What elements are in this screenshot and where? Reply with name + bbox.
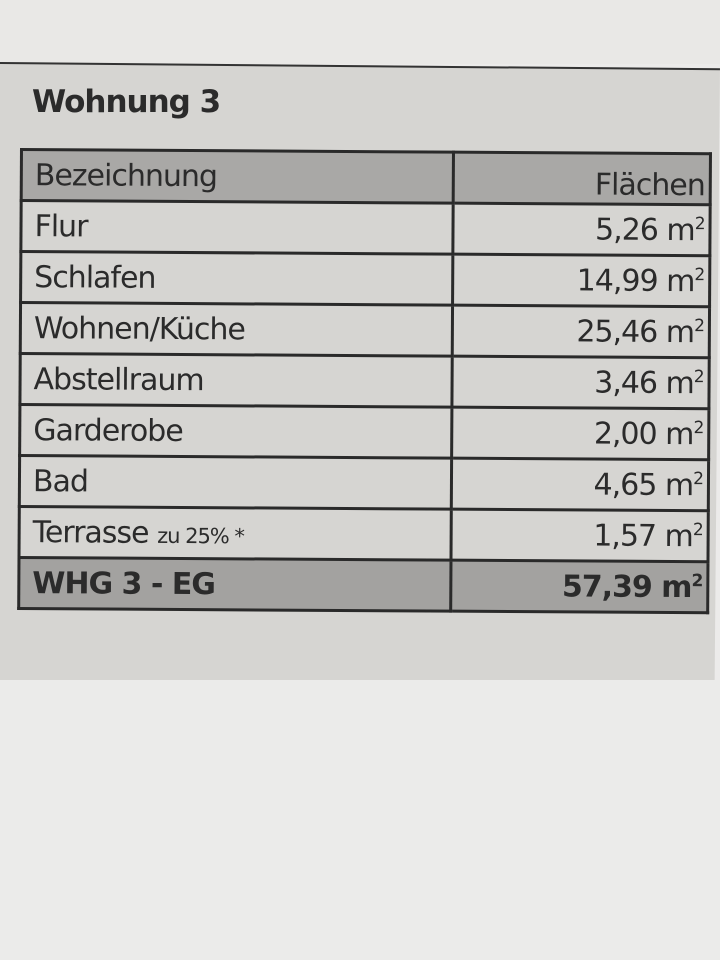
room-name: Bad bbox=[19, 455, 452, 510]
room-name: Schlafen bbox=[20, 251, 453, 306]
room-name: Wohnen/Küche bbox=[20, 302, 453, 357]
room-area: 25,46 m2 bbox=[452, 305, 710, 358]
table-row: Flur 5,26 m2 bbox=[20, 200, 711, 256]
room-area: 14,99 m2 bbox=[452, 254, 710, 307]
area-table: Bezeichnung Flächen Flur 5,26 m2 Schlafe… bbox=[17, 148, 712, 614]
table-row: Bad 4,65 m2 bbox=[19, 455, 709, 511]
terrace-note: zu 25% * bbox=[157, 523, 245, 548]
table-row: Schlafen 14,99 m2 bbox=[20, 251, 710, 307]
total-area: 57,39 m2 bbox=[450, 560, 708, 613]
room-name: Flur bbox=[20, 200, 454, 255]
room-area: 4,65 m2 bbox=[451, 458, 709, 511]
room-name: Abstellraum bbox=[19, 353, 453, 408]
room-area: 5,26 m2 bbox=[452, 203, 711, 256]
header-designation: Bezeichnung bbox=[21, 149, 454, 204]
header-areas: Flächen bbox=[453, 152, 711, 205]
room-name: Terrasse zu 25% * bbox=[18, 506, 452, 561]
room-area: 3,46 m2 bbox=[451, 356, 710, 409]
background-top bbox=[0, 0, 720, 64]
room-area: 2,00 m2 bbox=[451, 407, 709, 460]
apartment-title: Wohnung 3 bbox=[32, 84, 221, 120]
room-name: Garderobe bbox=[19, 404, 452, 459]
background-surface bbox=[0, 680, 720, 960]
total-label: WHG 3 - EG bbox=[18, 557, 451, 612]
table-row: Garderobe 2,00 m2 bbox=[19, 404, 709, 460]
table-row: Terrasse zu 25% * 1,57 m2 bbox=[18, 506, 709, 562]
table-row: Abstellraum 3,46 m2 bbox=[19, 353, 710, 409]
total-row: WHG 3 - EG 57,39 m2 bbox=[18, 557, 708, 613]
room-area: 1,57 m2 bbox=[450, 509, 709, 562]
table-header-row: Bezeichnung Flächen bbox=[21, 149, 711, 205]
table-row: Wohnen/Küche 25,46 m2 bbox=[20, 302, 710, 358]
